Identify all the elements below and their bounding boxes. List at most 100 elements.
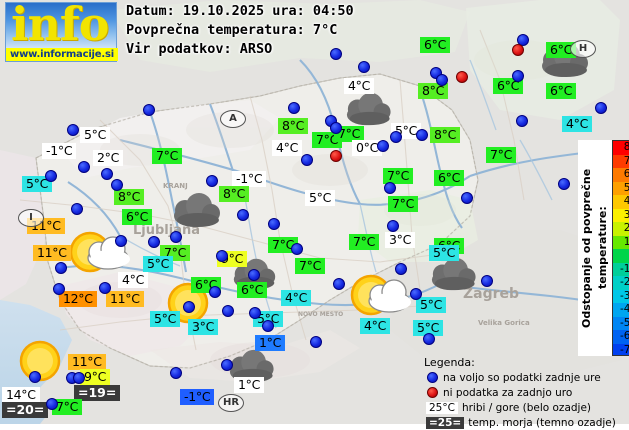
legend-blue-dot-text: na voljo so podatki zadnje ure xyxy=(443,371,601,384)
station-dot-available[interactable] xyxy=(206,175,218,187)
temperature-label: 5°C xyxy=(22,176,53,192)
temperature-label: 7°C xyxy=(388,196,419,212)
station-dot-available[interactable] xyxy=(390,131,402,143)
temperature-label: 3°C xyxy=(188,319,219,335)
station-dot-available[interactable] xyxy=(55,262,67,274)
station-dot-available[interactable] xyxy=(216,250,228,262)
station-dot-available[interactable] xyxy=(148,236,160,248)
color-scale-step: 8°C xyxy=(613,141,629,155)
station-dot-available[interactable] xyxy=(78,161,90,173)
temperature-label: 2°C xyxy=(93,150,124,166)
temperature-label: 5°C xyxy=(143,256,174,272)
station-dot-available[interactable] xyxy=(237,209,249,221)
temperature-label: -1°C xyxy=(42,143,77,159)
station-dot-available[interactable] xyxy=(517,34,529,46)
station-dot-available[interactable] xyxy=(45,170,57,182)
station-dot-available[interactable] xyxy=(384,182,396,194)
station-dot-available[interactable] xyxy=(358,61,370,73)
station-dot-available[interactable] xyxy=(143,104,155,116)
station-dot-available[interactable] xyxy=(291,243,303,255)
station-dot-available[interactable] xyxy=(423,333,435,345)
station-dot-available[interactable] xyxy=(221,359,233,371)
temperature-label: 7°C xyxy=(295,258,326,274)
color-scale-step: 2°C xyxy=(613,222,629,236)
temperature-label: 4°C xyxy=(344,78,375,94)
station-dot-available[interactable] xyxy=(183,301,195,313)
station-dot-available[interactable] xyxy=(516,115,528,127)
station-dot-available[interactable] xyxy=(301,154,313,166)
cloud-weather-icon xyxy=(172,190,226,236)
station-dot-available[interactable] xyxy=(330,48,342,60)
station-dot-available[interactable] xyxy=(377,140,389,152)
color-scale-step: -4°C xyxy=(613,303,629,317)
legend-dark-chip: =25= xyxy=(426,416,465,429)
station-dot-available[interactable] xyxy=(416,129,428,141)
station-dot-available[interactable] xyxy=(248,269,260,281)
temperature-label: 0°C xyxy=(352,140,383,156)
red-station-dot-icon xyxy=(427,387,438,398)
station-dot-available[interactable] xyxy=(330,122,342,134)
station-dot-available[interactable] xyxy=(111,179,123,191)
temperature-label: 4°C xyxy=(360,318,391,334)
color-scale-step: -2°C xyxy=(613,276,629,290)
legend-dark-chip-text: temp. morja (temno ozadje) xyxy=(468,416,616,429)
temperature-label: 7°C xyxy=(152,148,183,164)
station-dot-available[interactable] xyxy=(73,372,85,384)
station-dot-available[interactable] xyxy=(46,398,58,410)
temperature-label: 5°C xyxy=(305,190,336,206)
station-dot-available[interactable] xyxy=(170,231,182,243)
temperature-label: 8°C xyxy=(114,189,145,205)
station-dot-available[interactable] xyxy=(461,192,473,204)
station-dot-available[interactable] xyxy=(410,288,422,300)
temperature-label: 7°C xyxy=(349,234,380,250)
station-dot-available[interactable] xyxy=(170,367,182,379)
temperature-label: 7°C xyxy=(486,147,517,163)
deviation-color-scale: Odstopanje od povprečne temperature: 8°C… xyxy=(578,140,629,356)
station-dot-available[interactable] xyxy=(288,102,300,114)
station-dot-available[interactable] xyxy=(101,168,113,180)
cloud-weather-icon xyxy=(430,255,481,299)
station-dot-available[interactable] xyxy=(558,178,570,190)
station-dot-available[interactable] xyxy=(512,70,524,82)
temperature-label: 5°C xyxy=(80,127,111,143)
station-dot-available[interactable] xyxy=(436,74,448,86)
station-dot-available[interactable] xyxy=(262,320,274,332)
station-dot-available[interactable] xyxy=(53,283,65,295)
station-dot-available[interactable] xyxy=(333,278,345,290)
temperature-label: 7°C xyxy=(52,399,83,415)
temperature-label: 6°C xyxy=(434,170,465,186)
temperature-label: 5°C xyxy=(416,297,447,313)
station-dot-available[interactable] xyxy=(209,286,221,298)
station-dot-available[interactable] xyxy=(310,336,322,348)
station-dot-no-data[interactable] xyxy=(456,71,468,83)
temperature-label: 11°C xyxy=(68,354,106,370)
temperature-label: 3°C xyxy=(385,232,416,248)
station-dot-available[interactable] xyxy=(222,305,234,317)
color-scale-step: 6°C xyxy=(613,168,629,182)
station-dot-available[interactable] xyxy=(268,218,280,230)
color-scale-step: -1°C xyxy=(613,262,629,276)
temperature-label: 4°C xyxy=(272,140,303,156)
color-scale-step: -7°C xyxy=(613,343,629,355)
temperature-label: 12°C xyxy=(59,291,97,307)
station-dot-available[interactable] xyxy=(387,220,399,232)
station-dot-available[interactable] xyxy=(595,102,607,114)
station-dot-available[interactable] xyxy=(99,282,111,294)
map-city-label: NOVO MESTO xyxy=(298,311,344,318)
station-dot-no-data[interactable] xyxy=(512,44,524,56)
country-marker-hr: HR xyxy=(218,394,244,412)
station-dot-no-data[interactable] xyxy=(330,150,342,162)
station-dot-available[interactable] xyxy=(67,124,79,136)
station-dot-available[interactable] xyxy=(395,263,407,275)
temperature-label: -1°C xyxy=(232,171,267,187)
color-scale-step: 7°C xyxy=(613,154,629,168)
station-dot-available[interactable] xyxy=(29,371,41,383)
station-dot-available[interactable] xyxy=(71,203,83,215)
temperature-label: 5°C xyxy=(429,245,460,261)
temperature-label: 8°C xyxy=(278,118,309,134)
station-dot-available[interactable] xyxy=(115,235,127,247)
station-dot-available[interactable] xyxy=(249,307,261,319)
sea-temperature-label: =20= xyxy=(2,402,49,418)
temperature-label: 8°C xyxy=(430,127,461,143)
station-dot-available[interactable] xyxy=(481,275,493,287)
